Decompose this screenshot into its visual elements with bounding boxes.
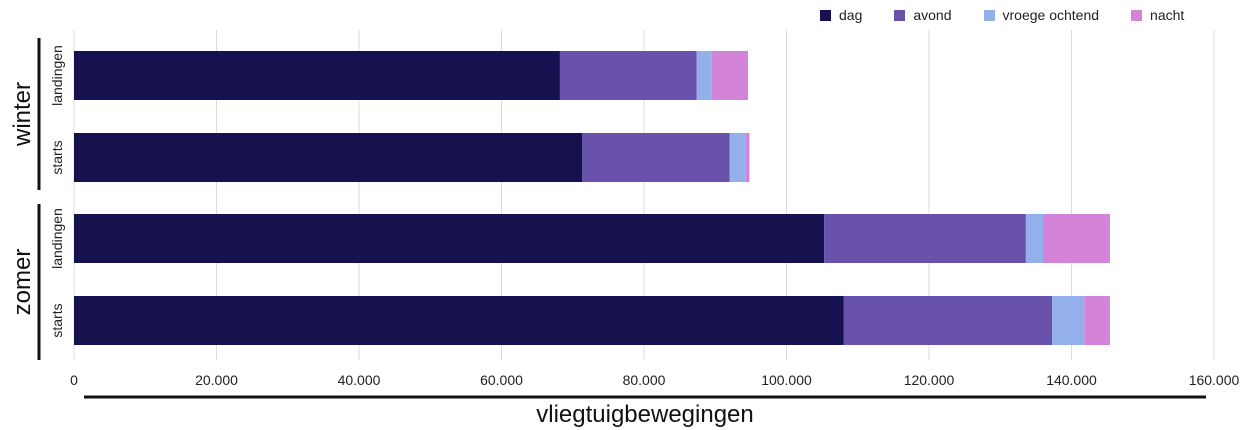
bar-segment-dag [74, 133, 583, 182]
group-label: winter [9, 82, 36, 147]
legend-item: dag [820, 7, 862, 23]
category-labels: landingen starts landingen starts [49, 45, 65, 337]
legend: dag avond vroege ochtend nacht [820, 7, 1184, 23]
legend-label: nacht [1150, 7, 1185, 23]
bars [74, 51, 1110, 345]
x-tick-labels: 0 20.000 40.000 60.000 80.000 100.000 120.000 1… [70, 372, 1239, 388]
bar-segment-nacht [1084, 296, 1110, 345]
legend-label: dag [839, 7, 863, 23]
bar-segment-nacht [711, 51, 749, 100]
category-label: starts [49, 303, 65, 337]
x-tick-label: 40.000 [338, 372, 381, 388]
x-axis-title: vliegtuigbewegingen [536, 401, 754, 428]
legend-item: avond [894, 7, 952, 23]
group-label: zomer [9, 249, 36, 316]
legend-label: vroege ochtend [1002, 7, 1100, 23]
bar-segment-vroege-ochtend [696, 51, 712, 100]
legend-item: nacht [1131, 7, 1184, 23]
bar-segment-avond [824, 214, 1026, 263]
bar-segment-dag [74, 296, 844, 345]
bar-segment-dag [74, 51, 560, 100]
bar-segment-avond [559, 51, 697, 100]
legend-swatch [894, 9, 906, 21]
legend-swatch [983, 9, 995, 21]
x-tick-label: 20.000 [195, 372, 238, 388]
bar-segment-vroege-ochtend [729, 133, 746, 182]
category-label: landingen [49, 208, 65, 269]
bar-segment-nacht [1043, 214, 1110, 263]
legend-swatch [820, 9, 831, 21]
x-tick-label: 0 [70, 372, 78, 388]
x-tick-label: 120.000 [904, 372, 955, 388]
legend-label: avond [913, 7, 952, 23]
x-tick-label: 140.000 [1046, 372, 1097, 388]
group-labels: winter zomer [9, 38, 41, 360]
bar-segment-vroege-ochtend [1052, 296, 1085, 345]
bar-segment-avond [582, 133, 730, 182]
bar-segment-nacht [745, 133, 750, 182]
bar-segment-avond [843, 296, 1053, 345]
x-tick-label: 160.000 [1189, 372, 1240, 388]
legend-item: vroege ochtend [983, 7, 1100, 23]
x-tick-label: 80.000 [623, 372, 666, 388]
bar-segment-dag [74, 214, 825, 263]
bar-segment-vroege-ochtend [1025, 214, 1043, 263]
x-tick-label: 100.000 [761, 372, 812, 388]
x-tick-label: 60.000 [480, 372, 523, 388]
category-label: starts [49, 140, 65, 174]
category-label: landingen [49, 45, 65, 106]
legend-swatch [1131, 9, 1143, 21]
